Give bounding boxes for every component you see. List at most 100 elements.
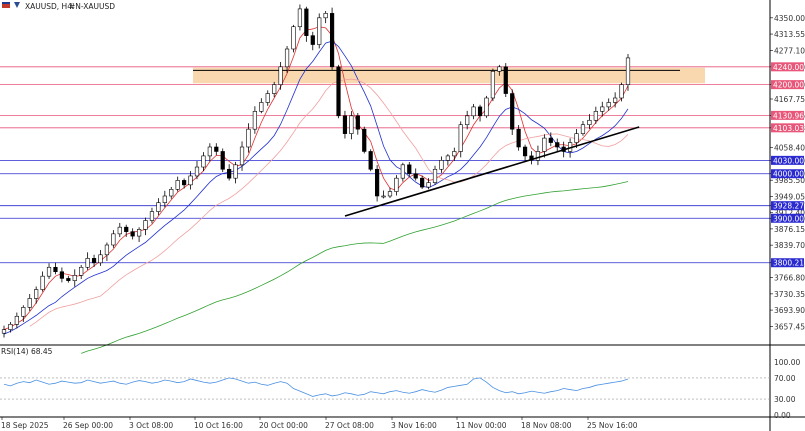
candle-body bbox=[1, 329, 7, 334]
candle-body bbox=[394, 177, 399, 192]
candle-body bbox=[59, 271, 64, 279]
candle-body bbox=[91, 258, 97, 264]
rsi-axis: 100.00 70.00 30.00 0.00 bbox=[774, 358, 800, 420]
candle-body bbox=[53, 266, 58, 273]
candle-body bbox=[272, 84, 277, 94]
price-level-tag bbox=[771, 123, 804, 133]
candle-body bbox=[426, 182, 431, 188]
candle-body bbox=[619, 84, 624, 99]
ascending-trendline[interactable] bbox=[344, 126, 640, 217]
price-level-tag bbox=[771, 62, 804, 72]
price-level-label: 3800.21 bbox=[773, 259, 804, 268]
symbol-dropdown-icon[interactable] bbox=[14, 2, 20, 8]
price-level-tag bbox=[771, 155, 804, 165]
price-level-label: 3900.00 bbox=[773, 214, 804, 223]
candle-body bbox=[265, 93, 270, 103]
price-level-tag bbox=[771, 169, 804, 179]
candle-body bbox=[349, 115, 354, 134]
candle-body bbox=[555, 142, 560, 148]
ma-medium-line bbox=[3, 40, 629, 335]
candle-body bbox=[323, 13, 328, 19]
rsi-tick-label: 30.00 bbox=[774, 395, 796, 404]
price-level-label: 4103.03 bbox=[773, 124, 804, 133]
candle-body bbox=[278, 66, 283, 85]
price-level-label: 4000.00 bbox=[773, 170, 804, 179]
chart-header: XAUUSD, H4: #N-XAUUSD bbox=[2, 2, 115, 11]
ma-slow-line bbox=[29, 78, 629, 327]
candle-body bbox=[477, 106, 483, 117]
price-tick-label: 3876.15 bbox=[774, 225, 805, 234]
time-tick-label: 18 Sep 2025 bbox=[1, 421, 49, 430]
price-level-lines bbox=[0, 66, 770, 264]
candle-body bbox=[27, 298, 32, 308]
price-level-label: 4200.00 bbox=[773, 81, 804, 90]
candle-body bbox=[593, 111, 598, 121]
candle-body bbox=[297, 8, 303, 28]
candle-body bbox=[284, 48, 290, 68]
candle-body bbox=[143, 220, 148, 230]
candle-body bbox=[79, 266, 84, 276]
candle-body bbox=[342, 115, 348, 134]
price-tick-label: 3766.80 bbox=[774, 274, 805, 283]
rsi-level-lines bbox=[0, 377, 770, 400]
price-level-tag bbox=[771, 80, 804, 90]
price-tick-label: 3693.90 bbox=[774, 306, 805, 315]
candle-body bbox=[239, 146, 245, 166]
price-level-label: 4240.00 bbox=[773, 63, 804, 72]
flag-stripe-icon bbox=[2, 2, 10, 4]
price-tick-label: 3839.70 bbox=[774, 241, 805, 250]
price-level-tag bbox=[771, 213, 804, 223]
candle-body bbox=[439, 160, 444, 170]
candle-body bbox=[149, 211, 155, 221]
candle-body bbox=[355, 115, 360, 130]
price-tick-label: 4277.10 bbox=[774, 46, 805, 55]
candle-body bbox=[104, 244, 110, 256]
time-tick-label: 20 Oct 00:00 bbox=[259, 421, 308, 430]
candle-body bbox=[516, 128, 521, 148]
candle-body bbox=[291, 26, 296, 50]
candle-body bbox=[46, 266, 52, 277]
candle-body bbox=[201, 155, 206, 168]
candle-body bbox=[207, 146, 212, 157]
price-tick-label: 3730.35 bbox=[774, 290, 805, 299]
candle-body bbox=[368, 151, 373, 170]
candle-body bbox=[387, 191, 393, 197]
candle-body bbox=[233, 164, 238, 179]
candle-body bbox=[458, 124, 463, 152]
candle-body bbox=[574, 133, 579, 143]
time-tick-label: 3 Oct 08:00 bbox=[129, 421, 173, 430]
candle-body bbox=[252, 111, 257, 130]
candle-body bbox=[66, 278, 71, 281]
candle-body bbox=[156, 202, 161, 212]
candle-body bbox=[548, 137, 553, 143]
candle-body bbox=[613, 97, 618, 103]
candle-body bbox=[375, 168, 380, 197]
rsi-tick-label: 100.00 bbox=[774, 358, 800, 367]
price-level-tag bbox=[771, 201, 804, 211]
candle-body bbox=[220, 151, 225, 170]
candle-body bbox=[497, 66, 502, 72]
candle-body bbox=[169, 189, 174, 197]
candle-body bbox=[510, 93, 515, 130]
price-level-label: 3928.27 bbox=[773, 202, 804, 211]
candle-body bbox=[535, 151, 541, 161]
candle-body bbox=[471, 106, 476, 117]
candle-body bbox=[14, 315, 19, 325]
candle-body bbox=[117, 226, 122, 235]
candle-body bbox=[214, 146, 219, 152]
price-tick-label: 3985.50 bbox=[774, 176, 805, 185]
price-tick-label: 4313.55 bbox=[774, 30, 805, 39]
candle-body bbox=[182, 180, 187, 186]
price-pane bbox=[0, 4, 770, 354]
rsi-pane: 100.00 70.00 30.00 0.00 bbox=[0, 358, 800, 420]
candle-body bbox=[98, 254, 103, 264]
candle-body bbox=[503, 66, 508, 94]
candle-body bbox=[8, 323, 13, 330]
candle-body bbox=[600, 106, 605, 112]
time-tick-label: 27 Oct 08:00 bbox=[325, 421, 374, 430]
candle-body bbox=[336, 66, 341, 117]
candle-body bbox=[400, 164, 405, 179]
candle-body bbox=[407, 164, 412, 175]
candle-body bbox=[130, 231, 135, 237]
